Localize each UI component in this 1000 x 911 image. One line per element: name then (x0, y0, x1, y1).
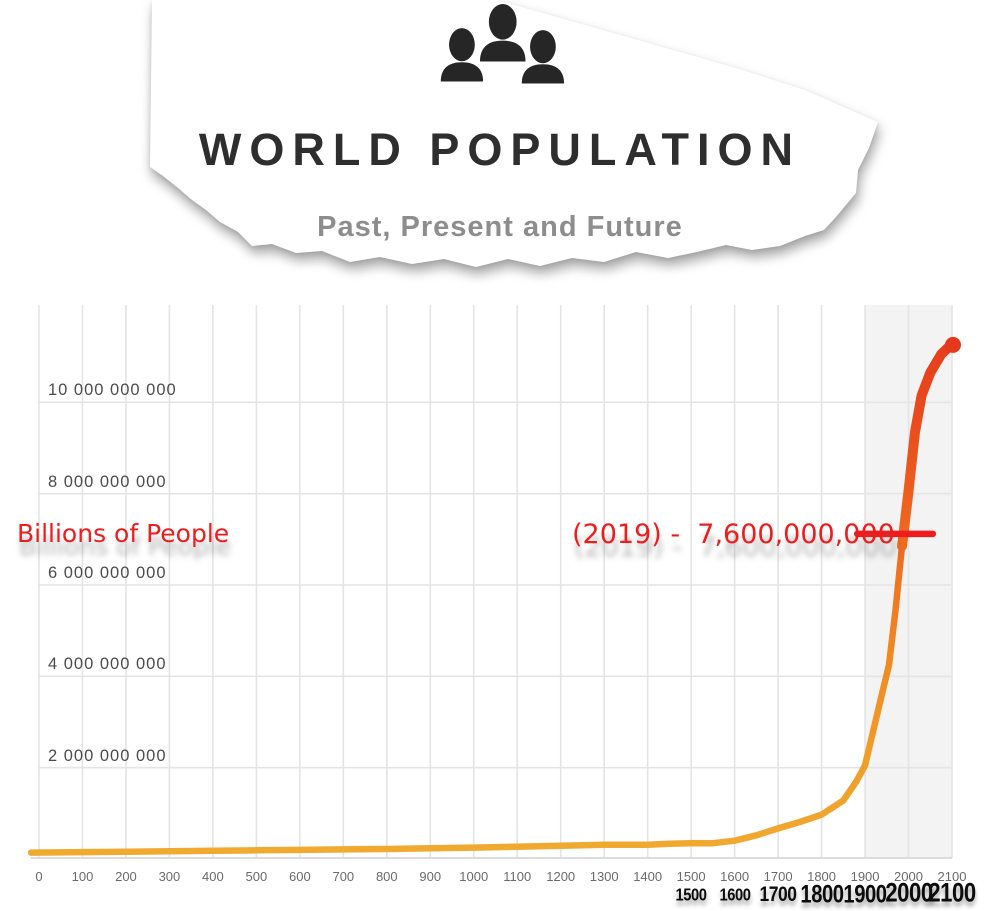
page-subtitle: Past, Present and Future (317, 211, 683, 243)
population-2019-callout: (2019) - 7,600,000,000 (572, 519, 895, 550)
population-plot (27, 305, 961, 859)
y-axis-annotation: Billions of People (17, 519, 230, 548)
page-title: WORLD POPULATION (198, 124, 802, 175)
torn-paper (150, 0, 878, 267)
curve-tip (945, 336, 961, 353)
population-curve-modern (897, 338, 957, 552)
